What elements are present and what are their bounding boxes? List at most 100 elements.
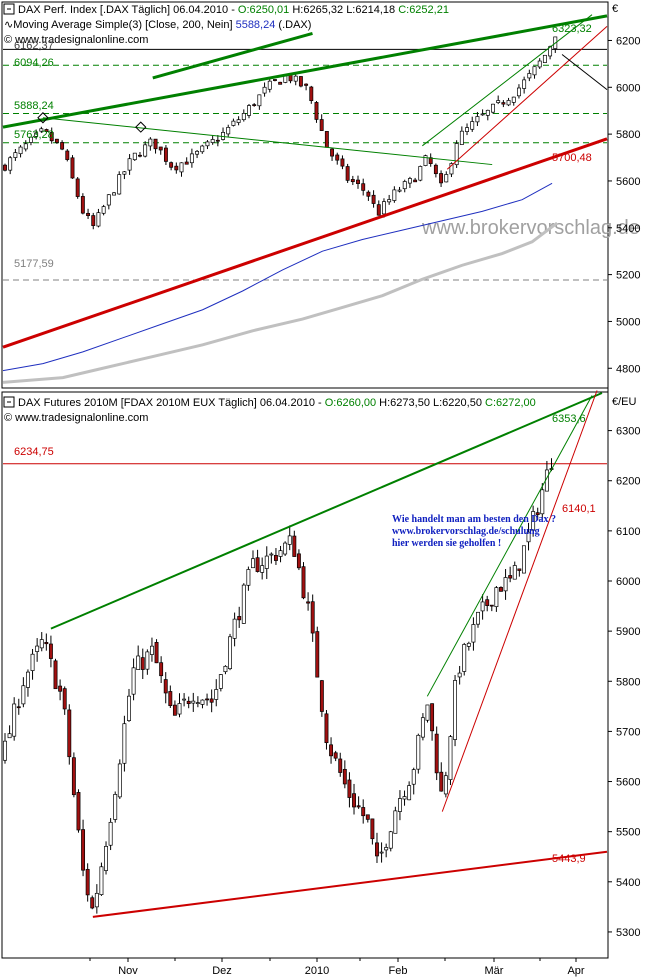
candle-body	[531, 511, 536, 531]
candle-body	[453, 680, 458, 740]
candle-body	[511, 96, 516, 103]
ma-fast-line	[2, 182, 553, 372]
candle-body	[138, 154, 142, 157]
candle-body	[329, 744, 334, 757]
candle-body	[361, 183, 366, 191]
candle-body	[516, 87, 521, 97]
candle-body	[62, 688, 67, 710]
candle-body	[16, 706, 21, 709]
trend-line	[92, 850, 608, 918]
bottom-title: DAX Futures 2010M [FDAX 2010M EUX Täglic…	[18, 397, 536, 409]
candle-body	[58, 685, 63, 692]
candle-body	[54, 138, 59, 143]
candle-body	[333, 752, 338, 759]
x-axis-ticks: Nov Dez 2010 Feb Mär Apr	[89, 958, 585, 977]
top-currency: €	[612, 3, 618, 15]
candle-body	[393, 810, 398, 834]
candle-body	[228, 636, 232, 670]
candle-body	[491, 103, 495, 113]
watermark: www.brokervorschlag.de	[421, 217, 640, 239]
candle-body	[347, 779, 352, 798]
candle-body	[136, 655, 141, 670]
candle-body	[330, 148, 335, 157]
candle-body	[70, 157, 75, 179]
level-label-6094: 6094,26	[14, 57, 54, 69]
candle-body	[298, 76, 303, 87]
candle-body	[122, 171, 127, 175]
candle-body	[527, 73, 532, 79]
top-y-ticks: 4800 5000 5200 5400 5600 5800 6000 6200	[608, 35, 640, 375]
candle-body	[91, 215, 96, 226]
candle-body	[388, 831, 393, 849]
candle-body	[257, 94, 262, 107]
candle-body	[485, 599, 490, 606]
y-tick-label: 5700	[616, 726, 640, 738]
candle-body	[35, 645, 40, 652]
trend-line	[446, 26, 608, 170]
candle-body	[361, 807, 366, 817]
candle-body	[223, 665, 228, 673]
trend-line	[50, 392, 603, 630]
pivot-marker	[37, 112, 49, 124]
candle-body	[272, 79, 277, 81]
candle-body	[448, 736, 453, 780]
candle-body	[96, 212, 101, 227]
collapse-icon[interactable]	[3, 3, 15, 15]
candle-body	[324, 713, 329, 744]
x-tick-label: Mär	[485, 965, 504, 977]
candle-body	[264, 555, 269, 569]
candle-body	[402, 796, 407, 800]
y-tick-label: 6000	[616, 82, 640, 94]
candle-body	[29, 136, 33, 143]
candle-body	[296, 553, 301, 569]
y-tick-label: 6200	[616, 35, 640, 47]
candle-body	[352, 793, 356, 808]
candle-body	[439, 173, 444, 184]
y-tick-label: 5400	[616, 223, 640, 235]
y-tick-label: 5800	[616, 129, 640, 141]
collapse-icon[interactable]	[3, 396, 15, 408]
y-tick-label: 5500	[616, 827, 640, 839]
candle-body	[80, 196, 85, 214]
candle-body	[163, 147, 168, 162]
y-tick-label: 6300	[616, 426, 640, 438]
y-tick-label: 5900	[616, 626, 640, 638]
pivot-marker	[135, 121, 147, 133]
candle-body	[462, 644, 467, 672]
candle-body	[342, 768, 347, 785]
candle-body	[411, 769, 416, 785]
candle-body	[215, 139, 220, 142]
top-level-labels: 6162,37 6094,26 5888,24 5763,28 5177,59 …	[14, 23, 592, 270]
candle-body	[186, 700, 191, 705]
value-label-6140: 6140,1	[562, 503, 596, 515]
trend-line	[441, 390, 598, 812]
candle-body	[338, 758, 343, 773]
candle-body	[288, 74, 293, 82]
candle-body	[236, 119, 241, 123]
candle-body	[108, 821, 113, 846]
candle-body	[366, 191, 371, 197]
candle-body	[433, 164, 438, 175]
candle-body	[177, 703, 182, 715]
candle-body	[21, 685, 26, 705]
candle-body	[425, 704, 430, 721]
candle-body	[496, 100, 501, 103]
candle-body	[402, 181, 407, 190]
annotation-line-3: hier werden sie geholfen !	[392, 538, 501, 549]
y-tick-label: 6100	[616, 526, 640, 538]
value-label-6353: 6353,6	[552, 413, 586, 425]
candle-body	[117, 174, 122, 195]
bottom-candles	[3, 458, 554, 914]
candle-body	[384, 847, 389, 851]
candle-body	[209, 698, 214, 703]
trend-line	[2, 14, 608, 129]
candle-body	[315, 631, 320, 678]
candle-body	[503, 577, 508, 592]
level-label-5763: 5763,28	[14, 129, 54, 141]
candle-body	[540, 489, 545, 515]
y-tick-label: 5800	[616, 676, 640, 688]
candle-body	[241, 584, 246, 624]
candle-body	[30, 653, 35, 671]
candle-body	[191, 700, 196, 704]
candle-body	[501, 102, 506, 105]
